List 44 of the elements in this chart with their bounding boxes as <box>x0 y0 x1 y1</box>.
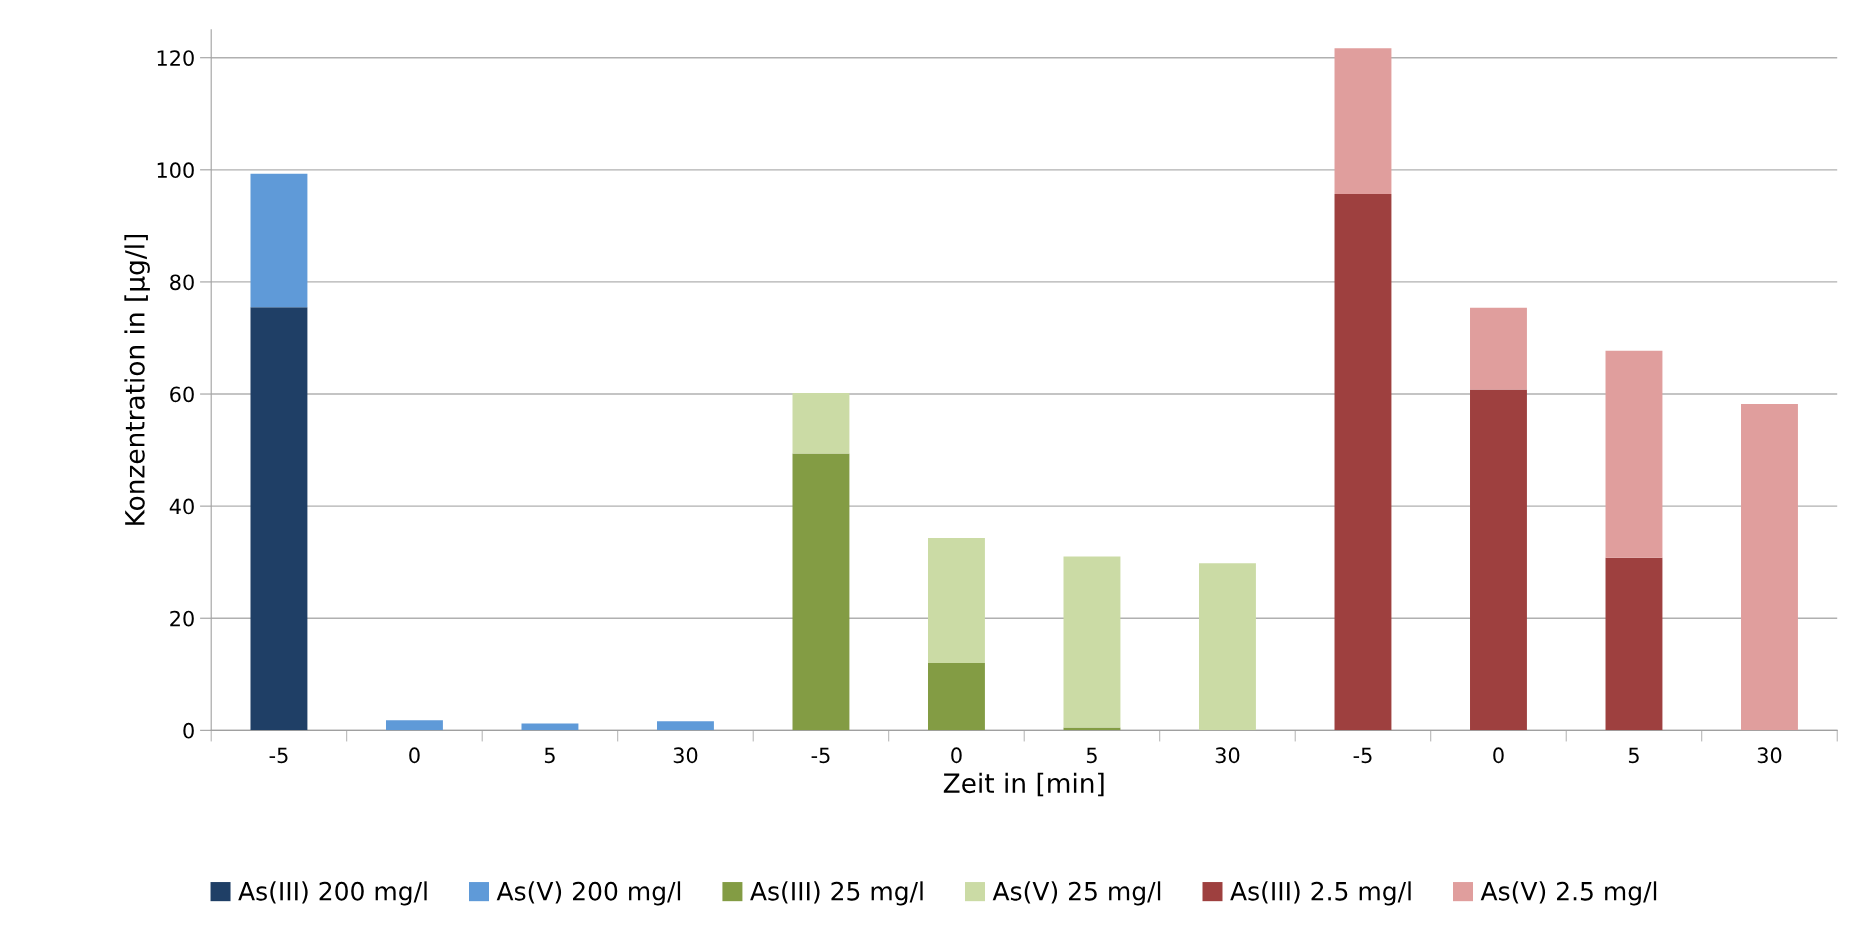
x-tick-label: 30 <box>1757 747 1782 764</box>
bar <box>386 720 443 731</box>
bar <box>1605 557 1663 731</box>
legend-label: As(III) 2.5 mg/l <box>1230 881 1411 906</box>
bar <box>250 173 308 308</box>
x-tick-label: 5 <box>544 747 555 764</box>
legend-label: As(V) 25 mg/l <box>992 881 1161 906</box>
x-tick-label: 5 <box>1086 747 1097 764</box>
x-tick-label: 30 <box>1215 747 1240 764</box>
bar <box>1334 193 1392 731</box>
x-tick-label: -5 <box>1353 747 1372 764</box>
bar <box>1334 48 1392 194</box>
bar <box>1605 350 1663 558</box>
y-tick-label: 100 <box>157 162 194 179</box>
bar <box>1063 556 1121 728</box>
x-tick-label: 5 <box>1628 747 1639 764</box>
y-tick-label: 120 <box>157 50 194 66</box>
bar <box>1470 307 1527 390</box>
x-tick-label: -5 <box>269 747 288 764</box>
bar <box>928 538 985 664</box>
y-tick-label: 60 <box>170 386 194 403</box>
y-tick-label: 80 <box>170 274 194 291</box>
bar <box>792 453 850 731</box>
y-axis-title: Konzentration in [µg/l] <box>124 234 150 525</box>
bar <box>250 307 308 731</box>
legend-label: As(V) 200 mg/l <box>496 881 681 906</box>
bar <box>1199 563 1256 731</box>
x-tick-label: 0 <box>1493 747 1504 764</box>
bar <box>657 721 714 731</box>
legend-label: As(III) 200 mg/l <box>238 881 427 906</box>
legend-label: As(III) 25 mg/l <box>750 881 923 906</box>
x-tick-label: 0 <box>409 747 420 764</box>
x-tick-label: 0 <box>951 747 962 764</box>
y-tick-label: 0 <box>183 722 194 739</box>
bar <box>928 663 985 731</box>
bar <box>1470 389 1527 731</box>
x-tick-label: -5 <box>811 747 830 764</box>
y-tick-label: 20 <box>170 610 194 627</box>
bar <box>1741 404 1798 731</box>
legend-label: As(V) 2.5 mg/l <box>1480 881 1657 906</box>
x-axis-title: Zeit in [min] <box>943 772 1104 797</box>
y-tick-label: 40 <box>169 498 194 515</box>
x-tick-label: 30 <box>673 747 698 764</box>
bar <box>792 392 850 454</box>
